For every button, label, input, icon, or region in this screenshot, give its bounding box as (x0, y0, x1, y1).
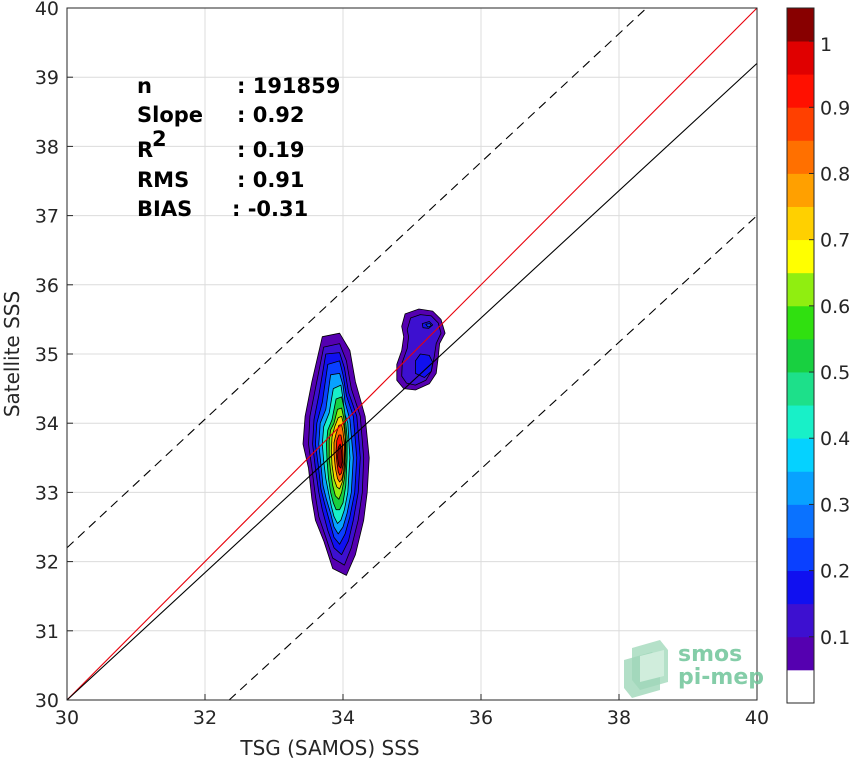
y-tick-label-5: 35 (35, 344, 59, 366)
x-tick-label-5: 40 (745, 707, 769, 729)
stat-label-2: R (137, 138, 153, 162)
contour-secondary-4 (425, 323, 432, 328)
y-tick-label-2: 32 (35, 552, 59, 574)
y-tick-label-1: 31 (35, 621, 59, 643)
x-tick-label-0: 30 (55, 707, 79, 729)
y-tick-label-9: 39 (35, 67, 59, 89)
x-tick-label-1: 32 (193, 707, 217, 729)
stat-value-1: : 0.92 (237, 103, 305, 127)
colorbar-swatch-16 (787, 140, 814, 174)
colorbar-swatch-8 (787, 405, 814, 439)
stat-value-2: : 0.19 (237, 138, 305, 162)
colorbar-label-8: 0.9 (820, 97, 850, 119)
logo-text-pi-mep: pi-mep (678, 665, 764, 690)
density-contours (302, 308, 446, 576)
colorbar-swatch-2 (787, 603, 814, 638)
colorbar-swatch-7 (787, 438, 814, 472)
x-tick-label-4: 38 (607, 707, 631, 729)
colorbar-swatch-18 (787, 74, 814, 108)
colorbar-swatch-5 (787, 504, 814, 538)
stats-annotation: n : 191859 Slope : 0.92 R2 : 0.19 RMS : 0.91 BIA… (137, 74, 340, 221)
colorbar-swatch-3 (787, 570, 814, 605)
y-tick-label-10: 40 (35, 0, 59, 20)
colorbar-frame (786, 7, 815, 704)
colorbar-swatch-4 (787, 537, 814, 572)
colorbar-label-7: 0.8 (820, 163, 850, 185)
colorbar-swatch-1 (787, 636, 814, 671)
x-axis-label: TSG (SAMOS) SSS (239, 736, 419, 760)
colorbar-swatch-9 (787, 372, 814, 406)
colorbar-label-9: 1 (820, 34, 832, 56)
line-identity (66, 7, 758, 701)
y-tick-label-7: 37 (35, 206, 59, 228)
x-axis-ticks: 30 32 34 36 38 40 (55, 694, 769, 729)
y-tick-label-0: 30 (35, 690, 59, 712)
stat-label-1: Slope (137, 103, 203, 127)
colorbar: 0.1 0.2 0.3 0.4 0.5 0.6 0.7 0.8 0.9 1 (786, 7, 850, 704)
colorbar-swatch-17 (787, 107, 814, 141)
colorbar-label-4: 0.5 (820, 362, 850, 384)
colorbar-swatch-14 (787, 206, 814, 241)
line-upper_bound (66, 7, 647, 549)
colorbar-swatch-0 (787, 669, 814, 704)
colorbar-label-2: 0.3 (820, 494, 850, 516)
colorbar-swatch-13 (787, 239, 814, 274)
y-tick-label-3: 33 (35, 482, 59, 504)
x-tick-label-3: 36 (469, 707, 493, 729)
colorbar-label-1: 0.2 (820, 561, 850, 583)
colorbar-swatch-20 (787, 8, 814, 42)
y-tick-label-6: 36 (35, 275, 59, 297)
colorbar-label-0: 0.1 (820, 627, 850, 649)
colorbar-swatch-10 (787, 338, 814, 373)
stat-value-3: : 0.91 (237, 168, 305, 192)
stat-label-sup-2: 2 (152, 127, 167, 151)
line-fit (66, 62, 758, 701)
colorbar-label-6: 0.7 (820, 230, 850, 252)
y-tick-label-8: 38 (35, 136, 59, 158)
logo-mark-icon (624, 640, 668, 698)
colorbar-swatch-11 (787, 305, 814, 340)
smos-pi-mep-logo: smos pi-mep (624, 640, 764, 698)
stat-label-0: n (137, 74, 152, 98)
grid-lines (66, 7, 758, 701)
contour-secondary-2 (414, 353, 434, 378)
colorbar-label-5: 0.6 (820, 296, 850, 318)
stat-value-4: : -0.31 (232, 197, 308, 221)
logo-text-smos: smos (678, 642, 742, 667)
y-tick-label-4: 34 (35, 413, 59, 435)
colorbar-label-3: 0.4 (820, 428, 850, 450)
colorbar-swatch-19 (787, 41, 814, 75)
colorbar-swatch-12 (787, 272, 814, 307)
stat-value-0: : 191859 (237, 74, 340, 98)
x-tick-label-2: 34 (331, 707, 355, 729)
y-axis-label: Satellite SSS (0, 291, 24, 417)
stat-label-3: RMS (137, 168, 189, 192)
colorbar-swatch-6 (787, 471, 814, 505)
reference-lines (66, 7, 758, 701)
colorbar-swatch-15 (787, 173, 814, 207)
stat-label-4: BIAS (137, 197, 192, 221)
y-axis-ticks: 30 31 32 33 34 35 36 37 38 39 40 (35, 0, 73, 712)
